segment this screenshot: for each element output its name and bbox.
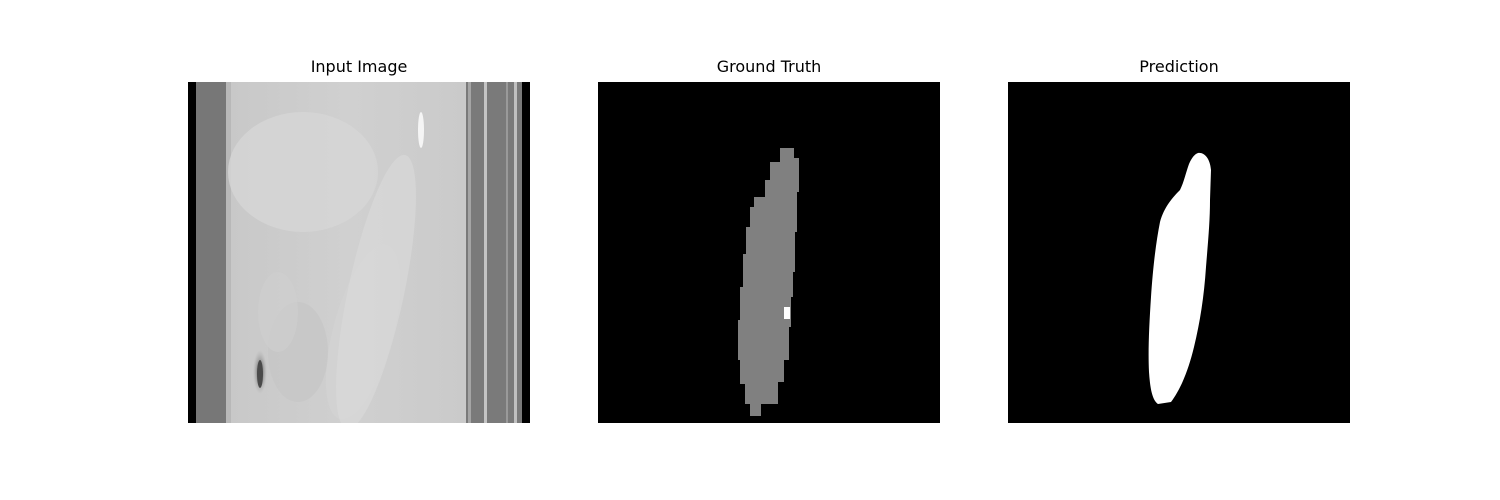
input-image-title: Input Image [310, 57, 408, 76]
ground-truth-mask [598, 82, 940, 423]
prediction-mask [1008, 82, 1350, 423]
ground-truth-title: Ground Truth [716, 57, 822, 76]
prediction-title: Prediction [1139, 57, 1219, 76]
ground-truth-bright-pixel [784, 307, 790, 319]
prediction-region [1148, 152, 1211, 404]
ground-truth-region [738, 148, 799, 416]
input-ct-image [188, 82, 530, 423]
